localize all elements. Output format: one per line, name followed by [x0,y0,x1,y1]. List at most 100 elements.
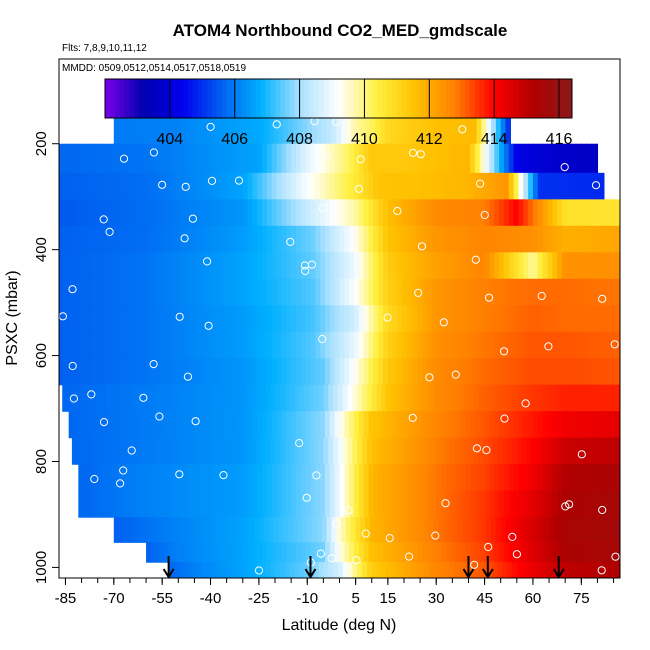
heatmap-cell [144,437,150,465]
sample-point [307,260,316,269]
heatmap-cell [378,278,384,306]
heatmap-cell [307,517,313,543]
heatmap-cell [590,143,597,174]
heatmap-cell [321,114,328,145]
heatmap-cell [313,384,320,412]
heatmap-cell [484,172,491,200]
heatmap-cell [615,225,620,253]
heatmap-cell [532,252,539,280]
heatmap-cell [102,199,108,227]
heatmap-cell [141,252,147,280]
heatmap-cell [155,252,162,280]
heatmap-cell [329,305,336,333]
heatmap-cell [610,278,616,306]
heatmap-cell [179,358,186,386]
heatmap-cell [528,411,534,439]
heatmap-cell [102,143,108,174]
heatmap-cell [175,252,181,280]
heatmap-cell [387,358,394,386]
heatmap-cell [129,384,136,412]
heatmap-cell [387,252,394,280]
heatmap-cell [426,143,432,174]
heatmap-cell [523,172,529,200]
sample-point [155,412,164,421]
heatmap-cell [581,331,587,359]
heatmap-cell [528,143,534,174]
heatmap-cell [552,411,558,439]
heatmap-cell [586,199,592,227]
colorbar: 404 406 408 410 412 414 416 [104,78,573,148]
heatmap-cell [247,542,254,563]
heatmap-cell [141,225,147,253]
sample-point [425,373,434,382]
heatmap-cell [426,358,432,386]
heatmap-cell [600,411,607,439]
heatmap-cell [278,114,284,145]
heatmap-cell [528,252,534,280]
heatmap-cell [600,464,607,492]
heatmap-cell [257,143,263,174]
heatmap-cell [344,542,350,563]
x-tick-label: 60 [525,590,542,607]
heatmap-cell [544,517,550,543]
heatmap-cell [324,172,331,200]
heatmap-cell [110,384,117,412]
heatmap-cell [415,562,421,578]
heatmap-cell [270,384,276,412]
heatmap-cell [189,542,196,563]
heatmap-cell [62,384,68,412]
heatmap-cell [499,172,505,200]
heatmap-cell [257,278,263,306]
heatmap-cell [557,252,563,280]
heatmap-cell [431,490,437,518]
heatmap-cell [571,542,578,563]
heatmap-cell [189,199,196,227]
heatmap-cell [126,305,133,333]
heatmap-cell [576,358,582,386]
heatmap-row [68,411,620,439]
heatmap-cell [233,225,239,253]
heatmap-cell [500,114,507,145]
heatmap-cell [107,199,113,227]
heatmap-cell [165,143,171,174]
heatmap-cell [218,331,225,359]
heatmap-cell [123,517,129,543]
heatmap-cell [63,331,70,359]
heatmap-cell [184,305,191,333]
heatmap-cell [470,490,476,518]
heatmap-cell [392,225,399,253]
heatmap-cell [175,490,181,518]
heatmap-cell [570,437,576,465]
heatmap-cell [439,437,445,465]
heatmap-cell [494,278,500,306]
heatmap-cell [213,490,220,518]
heatmap-cell [508,331,515,359]
sample-point [272,120,281,129]
heatmap-cell [523,464,529,492]
heatmap-cell [242,542,249,563]
heatmap-cell [131,225,137,253]
colorbar-tick-label: 406 [221,131,248,148]
heatmap-cell [537,199,544,227]
heatmap-cell [399,517,405,543]
heatmap-row [59,252,620,280]
sample-point [295,439,304,448]
heatmap-cell [426,225,432,253]
heatmap-cell [59,278,65,306]
heatmap-cell [92,305,99,333]
heatmap-cell [397,542,403,563]
heatmap-cell [300,542,307,563]
heatmap-cell [275,437,281,465]
heatmap-cell [392,305,399,333]
heatmap-cell [141,143,147,174]
heatmap-cell [175,278,181,306]
heatmap-cell [92,225,99,253]
heatmap-cell [561,542,568,563]
heatmap-cell [165,490,171,518]
heatmap-cell [357,437,363,465]
heatmap-cell [258,114,265,145]
heatmap-cell [339,225,345,253]
colorbar-segment [304,79,310,118]
heatmap-cell [110,437,117,465]
heatmap-cell [474,464,481,492]
